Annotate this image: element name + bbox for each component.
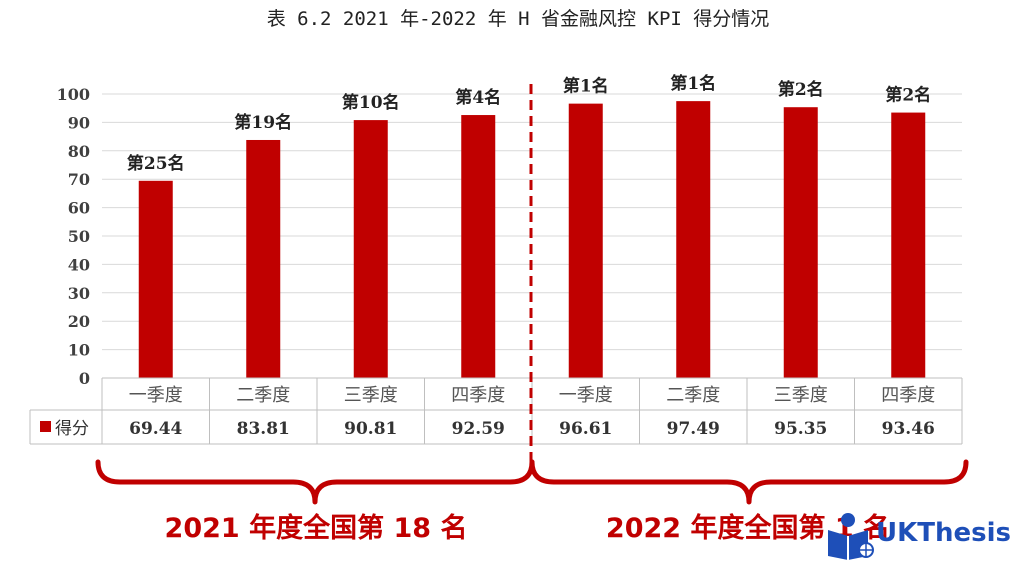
category-label: 三季度 xyxy=(344,385,398,406)
reader-icon xyxy=(828,513,874,560)
rank-label: 第2名 xyxy=(885,85,931,106)
data-table: 得分 一季度 69.44 二季度 83.81 三季度 90.81 四季度 92.59 一季度 96.… xyxy=(29,377,963,445)
group-bracket xyxy=(95,459,535,505)
category-label: 二季度 xyxy=(666,385,720,406)
y-tick-label: 30 xyxy=(68,284,90,303)
value-label: 83.81 xyxy=(237,419,290,439)
rank-label: 第4名 xyxy=(455,87,501,108)
ukthesis-logo: UKThesis xyxy=(826,510,1031,560)
group-label: 2021 年度全国第 18 名 xyxy=(165,512,468,544)
category-label: 一季度 xyxy=(559,385,613,406)
group-bracket xyxy=(529,459,969,505)
bar xyxy=(783,107,818,379)
category-label: 一季度 xyxy=(129,385,183,406)
value-label: 97.49 xyxy=(667,419,720,439)
category-label: 四季度 xyxy=(881,385,935,406)
y-tick-label: 20 xyxy=(68,312,90,331)
rank-label: 第25名 xyxy=(127,153,185,174)
watermark-text: UKThesis xyxy=(876,518,1012,548)
rank-label: 第10名 xyxy=(342,92,400,113)
y-tick-label: 10 xyxy=(68,341,90,360)
figure-title: 表 6.2 2021 年-2022 年 H 省金融风控 KPI 得分情况 xyxy=(266,8,770,30)
y-tick-label: 80 xyxy=(68,142,90,161)
y-tick-label: 60 xyxy=(68,199,90,218)
rank-label: 第1名 xyxy=(563,76,609,97)
value-label: 92.59 xyxy=(452,419,505,439)
rank-label: 第2名 xyxy=(778,79,824,100)
y-tick-label: 40 xyxy=(68,255,90,274)
category-label: 二季度 xyxy=(236,385,290,406)
category-label: 三季度 xyxy=(774,385,828,406)
year-brackets: 2021 年度全国第 18 名 2022 年度全国第 1 名 xyxy=(95,459,969,544)
bar xyxy=(891,112,926,378)
value-label: 95.35 xyxy=(774,419,827,439)
y-tick-label: 70 xyxy=(68,170,90,189)
legend-swatch xyxy=(40,421,51,432)
y-tick-label: 50 xyxy=(68,227,90,246)
rank-label: 第19名 xyxy=(234,112,292,133)
bar xyxy=(676,101,711,378)
category-label: 四季度 xyxy=(451,385,505,406)
y-axis: 0 10 20 30 40 50 60 70 80 90 100 xyxy=(57,85,90,388)
value-label: 90.81 xyxy=(344,419,397,439)
bar xyxy=(138,180,173,378)
bars xyxy=(138,101,926,379)
value-label: 93.46 xyxy=(882,419,935,439)
y-tick-label: 90 xyxy=(68,113,90,132)
y-tick-label: 100 xyxy=(57,85,90,104)
bar xyxy=(246,139,281,378)
legend-label: 得分 xyxy=(55,419,89,439)
bar xyxy=(568,103,603,379)
y-tick-label: 0 xyxy=(79,369,90,388)
value-label: 96.61 xyxy=(559,419,612,439)
value-label: 69.44 xyxy=(129,419,182,439)
bar xyxy=(353,120,388,378)
bar xyxy=(461,115,496,378)
rank-label: 第1名 xyxy=(670,73,716,94)
